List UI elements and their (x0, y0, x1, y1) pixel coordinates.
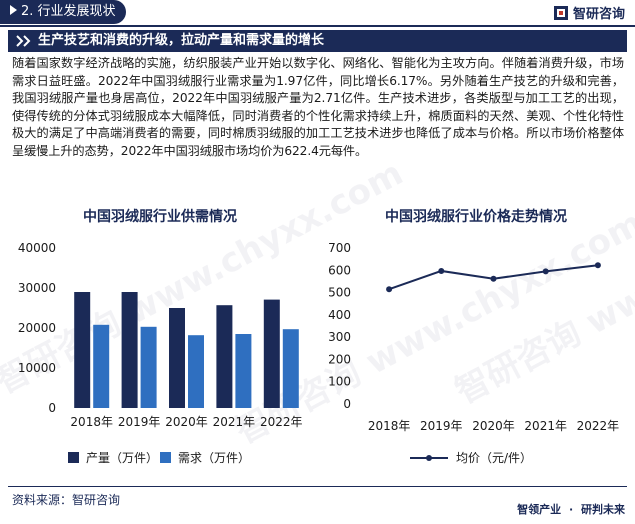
footer-divider (8, 486, 627, 487)
supply-demand-chart: 中国羽绒服行业供需情况 0 10000 20000 30000 40000 2018年 2… (18, 208, 303, 465)
bar-demand (282, 329, 299, 408)
slogan-left: 智领产业 (517, 503, 562, 516)
bar-production (216, 305, 233, 408)
bar-demand (93, 324, 110, 408)
legend-label: 需求（万件） (178, 451, 250, 465)
legend-label: 均价（元/件） (456, 451, 532, 465)
legend-marker (426, 455, 432, 461)
bar-demand (140, 326, 157, 408)
y-tick-label: 600 (328, 263, 351, 277)
legend-swatch (68, 452, 79, 463)
y-tick-label: 0 (48, 401, 56, 415)
legend-swatch (160, 452, 171, 463)
slogan-right: 研判未来 (581, 503, 625, 516)
section-tag-label: 2. 行业发展现状 (21, 4, 116, 19)
x-tick-label: 2021年 (524, 419, 567, 433)
header-divider (0, 25, 635, 27)
brand: 智研咨询 (553, 3, 625, 22)
data-point (490, 275, 497, 282)
y-tick-label: 700 (328, 241, 351, 255)
footer-slogan: 智领产业 · 研判未来 (517, 503, 625, 516)
chart-title: 中国羽绒服行业供需情况 (83, 208, 237, 225)
data-point (438, 267, 445, 274)
data-point (542, 268, 549, 275)
x-tick-label: 2020年 (472, 419, 515, 433)
y-tick-label: 10000 (18, 361, 56, 375)
legend-label: 产量（万件） (86, 451, 158, 465)
chevron-right-icon (16, 35, 31, 47)
section-tag: 2. 行业发展现状 (0, 0, 126, 24)
y-tick-label: 40000 (18, 241, 56, 255)
banner: 生产技艺和消费的升级，拉动产量和需求量的增长 (8, 30, 627, 52)
x-tick-label: 2021年 (213, 415, 256, 429)
brand-logo-icon (553, 5, 569, 21)
bar-production (263, 299, 280, 408)
y-tick-label: 400 (328, 308, 351, 322)
y-tick-label: 20000 (18, 321, 56, 335)
x-tick-label: 2018年 (70, 415, 113, 429)
chart-title: 中国羽绒服行业价格走势情况 (385, 208, 567, 225)
source-note: 资料来源：智研咨询 (12, 493, 121, 507)
data-point (386, 286, 393, 293)
bar-demand (188, 335, 204, 408)
bar-demand (235, 334, 252, 408)
body-paragraph: 随着国家数字经济战略的实施，纺织服装产业开始以数字化、网络化、智能化为主攻方向。… (12, 56, 624, 158)
data-point (594, 262, 601, 269)
x-tick-label: 2022年 (577, 419, 620, 433)
banner-title: 生产技艺和消费的升级，拉动产量和需求量的增长 (38, 33, 325, 48)
bar-production (74, 292, 91, 408)
y-tick-label: 200 (328, 352, 351, 366)
price-trend-chart: 中国羽绒服行业价格走势情况 0 100 200 300 400 500 600 700 201… (328, 208, 620, 465)
x-tick-label: 2020年 (165, 415, 208, 429)
x-tick-label: 2019年 (420, 419, 463, 433)
bar-production (169, 308, 185, 408)
x-tick-label: 2019年 (118, 415, 161, 429)
x-tick-label: 2018年 (368, 419, 411, 433)
x-tick-label: 2022年 (260, 415, 303, 429)
y-tick-label: 300 (328, 330, 351, 344)
y-tick-label: 500 (328, 286, 351, 300)
brand-name: 智研咨询 (572, 7, 625, 22)
y-tick-label: 30000 (18, 281, 56, 295)
bar-production (121, 292, 138, 408)
y-tick-label: 100 (328, 375, 351, 389)
y-tick-label: 0 (343, 397, 351, 411)
triangle-icon (10, 5, 17, 15)
top-bar: 2. 行业发展现状 智研咨询 (0, 0, 635, 26)
